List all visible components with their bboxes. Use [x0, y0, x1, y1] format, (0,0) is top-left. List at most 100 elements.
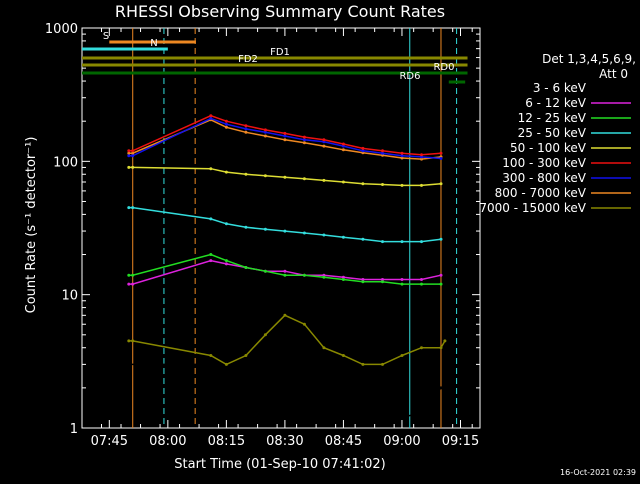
data-point [439, 386, 443, 390]
legend-header-attenuator: Att 0 [599, 67, 628, 81]
data-point [420, 183, 423, 187]
data-point [283, 175, 287, 179]
data-point [283, 229, 287, 233]
data-point [131, 273, 135, 277]
data-point [439, 151, 443, 155]
data-point [381, 151, 384, 155]
data-point [361, 146, 365, 150]
data-point [283, 269, 287, 273]
data-point [381, 149, 384, 153]
data-point [341, 415, 345, 419]
data-point [381, 280, 384, 284]
legend-label: 300 - 800 keV [502, 171, 586, 185]
data-point [381, 153, 384, 157]
data-point [283, 273, 287, 277]
data-point [244, 354, 248, 357]
generation-timestamp: 16-Oct-2021 02:39 [560, 468, 636, 477]
data-point [341, 142, 345, 146]
data-point [322, 233, 326, 237]
data-point [322, 346, 326, 350]
data-point [439, 157, 443, 160]
data-point [224, 119, 228, 123]
data-point [341, 148, 345, 152]
data-point [400, 183, 404, 187]
data-point [302, 141, 306, 145]
data-point [322, 144, 326, 148]
data-point [209, 354, 213, 357]
data-point [209, 217, 213, 221]
y-tick-label: 1000 [45, 22, 78, 37]
data-point [400, 415, 404, 419]
data-point [244, 124, 248, 128]
legend-label: 800 - 7000 keV [495, 186, 587, 200]
data-series-line [128, 206, 442, 243]
data-point [244, 266, 248, 269]
data-point [224, 170, 228, 174]
data-point [263, 128, 267, 132]
data-point [361, 415, 365, 419]
data-point [322, 138, 326, 142]
data-point [224, 222, 228, 226]
data-point [209, 114, 213, 118]
x-tick-label: 08:00 [149, 434, 186, 449]
data-point [420, 411, 423, 415]
data-point [209, 259, 213, 263]
data-point [131, 206, 135, 210]
data-point [244, 127, 248, 131]
y-axis-label: Count Rate (s⁻¹ detector⁻¹) [24, 137, 39, 314]
data-point [244, 172, 248, 176]
legend-label: 6 - 12 keV [525, 96, 587, 110]
data-point [322, 415, 326, 419]
data-point [420, 282, 423, 286]
data-point [420, 278, 423, 281]
data-point [420, 153, 423, 157]
x-tick-label: 08:15 [208, 434, 245, 449]
data-point [302, 177, 306, 181]
flag-label: RD0 [433, 62, 454, 73]
data-point [302, 231, 306, 235]
legend-label: 12 - 25 keV [518, 111, 587, 125]
data-point [302, 322, 306, 326]
data-point [302, 135, 306, 139]
data-point [361, 278, 365, 281]
data-point [283, 134, 287, 138]
plot-frame [81, 27, 481, 429]
data-point [131, 151, 135, 155]
data-point [361, 362, 365, 366]
data-point [127, 206, 131, 210]
data-point [361, 237, 365, 241]
data-point [361, 149, 365, 153]
data-point [341, 180, 345, 184]
data-point [381, 278, 384, 281]
data-point [341, 354, 345, 357]
data-point [224, 125, 228, 129]
y-tick-label: 100 [53, 155, 78, 170]
data-point [400, 156, 404, 160]
data-point [381, 183, 384, 186]
data-point [400, 278, 404, 281]
data-point [131, 165, 135, 169]
data-point [131, 149, 135, 153]
x-tick-label: 07:45 [91, 434, 128, 449]
data-series-line [128, 314, 446, 366]
data-point [361, 280, 365, 284]
data-point [322, 178, 326, 182]
data-point [244, 225, 248, 229]
x-tick-label: 09:15 [442, 434, 479, 449]
data-point [209, 116, 213, 120]
x-axis-label: Start Time (01-Sep-10 07:41:02) [174, 457, 385, 472]
data-point [224, 122, 228, 126]
data-point [209, 253, 213, 256]
data-point [127, 154, 131, 158]
data-point [283, 131, 287, 135]
data-point [439, 237, 443, 241]
data-point [127, 282, 131, 286]
data-point [209, 362, 213, 366]
data-point [127, 362, 131, 366]
data-point [263, 269, 267, 273]
data-point [341, 275, 345, 279]
flag-label: RD6 [399, 71, 420, 82]
legend-label: 50 - 100 keV [510, 141, 587, 155]
